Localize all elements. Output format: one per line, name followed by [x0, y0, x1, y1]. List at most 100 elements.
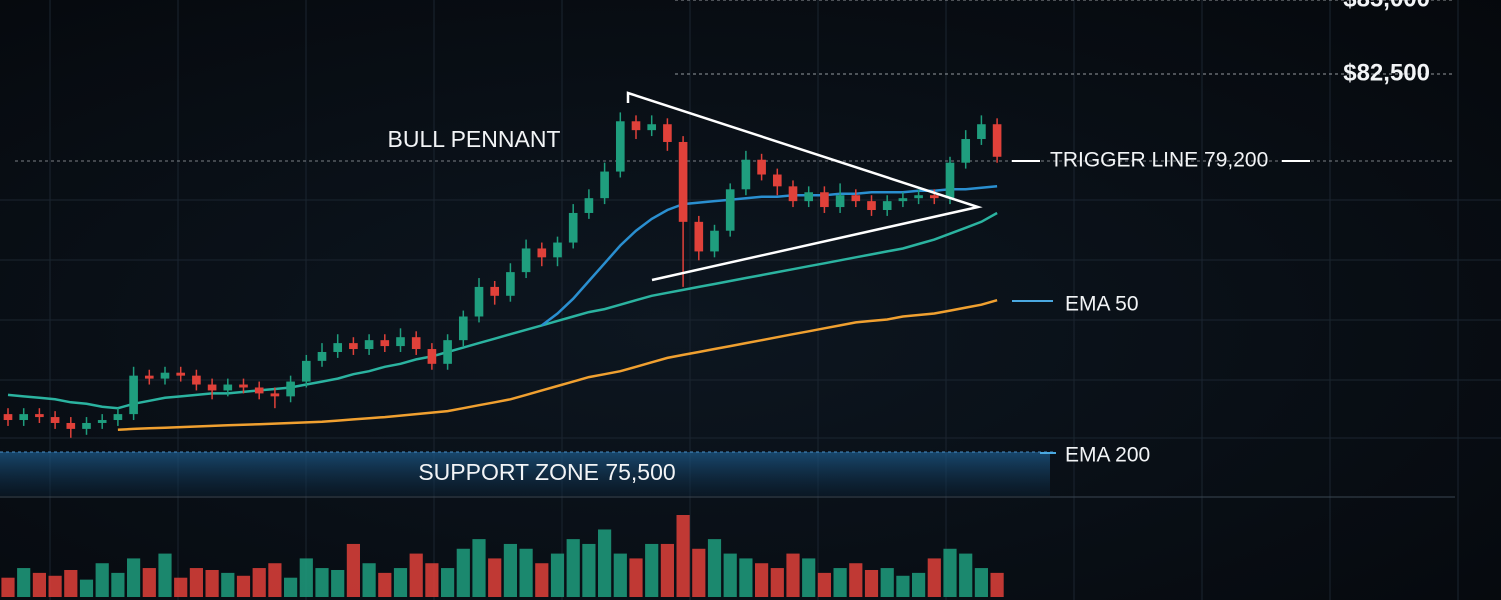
candle-body: [3, 414, 13, 421]
volume-bar: [535, 563, 549, 597]
volume-bar: [142, 568, 156, 597]
candle-body: [380, 340, 390, 347]
candle-body: [537, 248, 547, 258]
volume-bar: [236, 575, 251, 597]
candle-body: [176, 372, 186, 376]
volume-bar: [959, 553, 973, 597]
candle-body: [160, 372, 170, 379]
volume-bar: [488, 558, 502, 597]
volume-bar: [896, 575, 910, 597]
volume-bar: [174, 577, 188, 597]
volume-bar: [79, 579, 94, 597]
ma-line: [7, 211, 998, 410]
candle-body: [929, 195, 939, 199]
candle-body: [66, 422, 76, 429]
volume-bar: [362, 563, 376, 597]
volume-bar: [48, 575, 62, 597]
volume-bar: [629, 558, 643, 597]
support-zone: [0, 452, 1050, 496]
volume-bar: [1, 577, 15, 597]
candle-body: [239, 384, 248, 388]
volume-bar: [189, 568, 203, 597]
candle-body: [914, 195, 923, 199]
candle-body: [977, 124, 986, 140]
candle-body: [647, 124, 657, 131]
y-tick-label: $85,000: [1343, 0, 1430, 12]
pennant: [626, 91, 983, 282]
candle-body: [19, 414, 29, 421]
volume-bar: [111, 572, 125, 597]
volume-bar: [817, 572, 831, 597]
volume-bar: [205, 569, 219, 597]
volume-bar: [299, 558, 313, 597]
volume-bar: [739, 558, 753, 597]
volume-bar: [566, 539, 580, 597]
candle-body: [113, 414, 123, 421]
candle-body: [427, 349, 437, 364]
candle-body: [82, 422, 91, 429]
candle-body: [254, 387, 264, 394]
volume-bar: [550, 553, 565, 597]
ma-line: [541, 185, 998, 327]
candle-body: [678, 141, 688, 222]
volume-bar: [472, 539, 486, 597]
candle-body: [506, 272, 515, 296]
volume-bar: [425, 563, 439, 597]
volume-bar: [32, 572, 46, 597]
volume-bar: [268, 563, 282, 597]
volume-bar: [613, 553, 627, 597]
volume-bar: [692, 548, 706, 597]
volume-bar: [974, 568, 988, 597]
volume-bar: [786, 553, 800, 597]
volume-bar: [252, 568, 266, 597]
candle-body: [851, 195, 861, 202]
candle-body: [97, 420, 107, 423]
volume-bar: [127, 558, 141, 597]
candle-body: [411, 337, 421, 350]
pennant-outline: [626, 91, 983, 282]
volume-bar: [833, 568, 847, 597]
candle-body: [364, 340, 374, 350]
volume-bar: [864, 569, 879, 597]
volume-bar: [990, 572, 1004, 597]
volume-bar: [519, 548, 533, 597]
candle-body: [584, 198, 594, 213]
candle-body: [317, 351, 327, 361]
candle-body: [443, 340, 452, 364]
candle-body: [694, 221, 704, 252]
candle-body: [710, 230, 719, 252]
candle-body: [663, 124, 672, 142]
volume-bar: [315, 568, 329, 597]
candle-body: [490, 286, 500, 296]
volume-bar: [880, 568, 894, 597]
annotation: SUPPORT ZONE 75,500: [418, 459, 675, 485]
candle-body: [521, 248, 531, 273]
volume-bar: [770, 568, 784, 597]
ma-line: [117, 298, 998, 432]
candle-body: [867, 201, 876, 211]
volume-bar: [943, 548, 957, 597]
candle-body: [772, 174, 782, 187]
candle-body: [396, 337, 405, 347]
annotation: EMA 50: [1065, 293, 1139, 316]
candle-body: [223, 384, 233, 391]
candle-body: [631, 121, 641, 131]
volume-bar: [723, 553, 737, 597]
volume-bar: [378, 572, 392, 597]
volume-bar: [331, 569, 345, 597]
candle-body: [553, 242, 562, 258]
candle-body: [35, 414, 44, 418]
volume-bar: [221, 572, 235, 597]
candle-body: [129, 375, 138, 415]
y-tick-label: $82,500: [1343, 59, 1430, 86]
volume-bar: [17, 568, 31, 597]
volume-bar: [158, 553, 172, 597]
volume-bar: [660, 543, 674, 597]
candle-body: [898, 198, 908, 202]
volume-bar: [755, 563, 769, 597]
volume-bar: [456, 548, 470, 597]
candle-body: [50, 417, 60, 423]
candle-body: [835, 195, 845, 208]
